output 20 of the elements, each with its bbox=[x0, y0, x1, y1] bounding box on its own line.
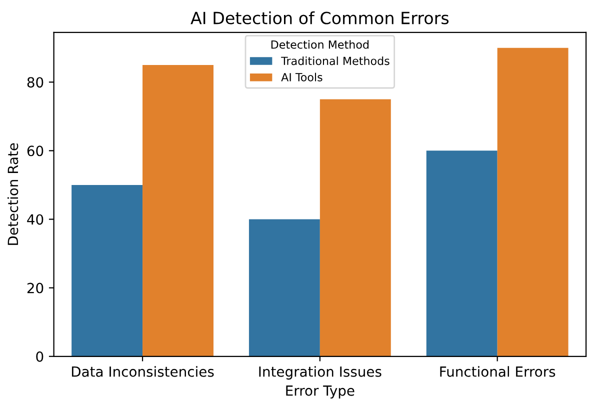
x-tick-label: Data Inconsistencies bbox=[72, 366, 214, 377]
y-axis-title: Detection Rate bbox=[7, 143, 18, 245]
bar bbox=[248, 219, 320, 356]
x-axis-title: Error Type bbox=[286, 386, 354, 399]
legend-title: Detection Method bbox=[271, 40, 369, 49]
bar bbox=[142, 64, 214, 356]
legend-label: AI Tools bbox=[281, 72, 322, 82]
y-tick-label: 0 bbox=[36, 351, 44, 362]
x-tick-label: Integration Issues bbox=[259, 366, 382, 380]
y-tick-label: 40 bbox=[27, 214, 44, 225]
bar bbox=[72, 184, 143, 356]
x-tick-label: Functional Errors bbox=[440, 366, 556, 377]
bar bbox=[426, 150, 498, 356]
chart-title: AI Detection of Common Errors bbox=[190, 11, 449, 24]
legend-label: Traditional Methods bbox=[281, 56, 390, 66]
y-tick-label: 20 bbox=[27, 282, 44, 294]
y-tick-label: 60 bbox=[27, 146, 44, 156]
bar bbox=[320, 99, 391, 356]
y-tick-label: 80 bbox=[27, 77, 44, 88]
bar bbox=[497, 48, 568, 356]
